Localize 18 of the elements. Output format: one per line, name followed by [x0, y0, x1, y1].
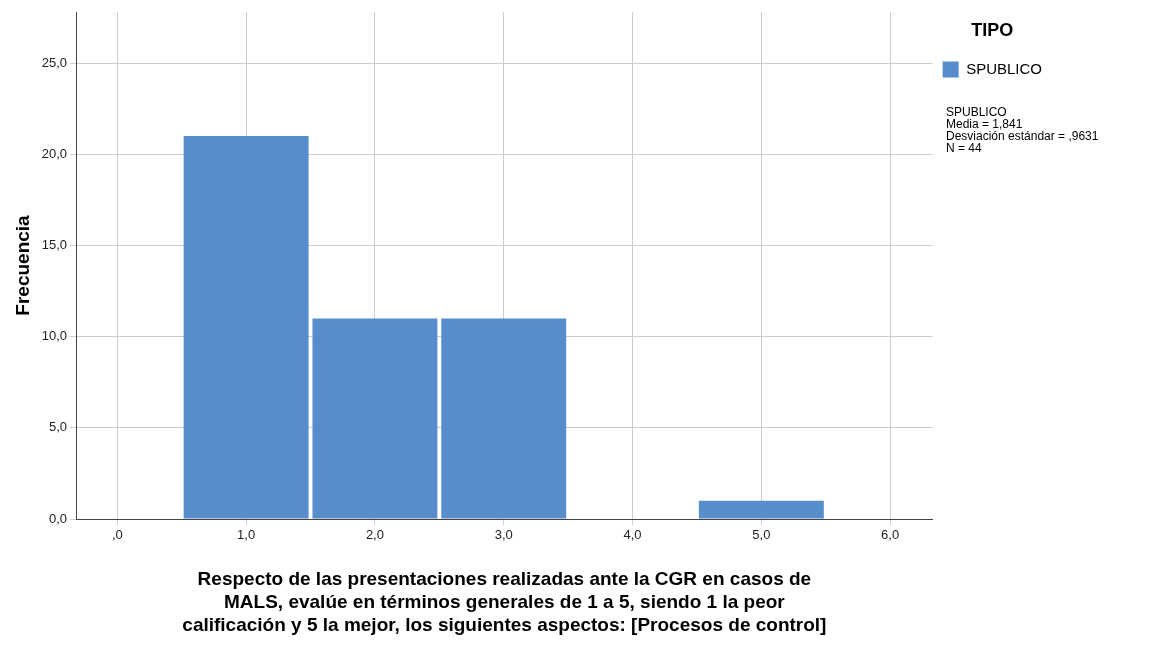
x-tick-label: 5,0: [752, 527, 771, 543]
y-tick-label: 25,0: [41, 54, 68, 70]
x-axis-title: Respecto de las presentaciones realizadas ante la CGR en casos de MALS, evalúe en términos generales de 1 a 5, siendo 1 la peor calificación y 5 la mejor, los siguientes aspectos: [Procesos de control]: [182, 568, 827, 635]
x-tick-label: ,0: [111, 527, 123, 543]
legend-label: SPUBLICO: [966, 59, 1042, 77]
x-tick-label: 6,0: [881, 527, 900, 543]
x-tick-label: 4,0: [623, 527, 642, 543]
y-tick-label: 10,0: [41, 328, 68, 344]
x-tick-label: 1,0: [237, 527, 256, 543]
y-tick-label: 15,0: [41, 237, 68, 253]
y-axis-title: Frecuencia: [11, 214, 33, 316]
y-tick-label: 0,0: [49, 510, 68, 526]
y-tick-label: 20,0: [41, 145, 68, 161]
x-tick-label: 2,0: [365, 527, 384, 543]
legend-title: TIPO: [971, 19, 1014, 40]
text: SPUBLICO Media = 1,841 Desviación estándar = ,9631 N = 44: [946, 105, 1099, 155]
y-tick-label: 5,0: [49, 419, 68, 435]
x-tick-label: 3,0: [494, 527, 513, 543]
